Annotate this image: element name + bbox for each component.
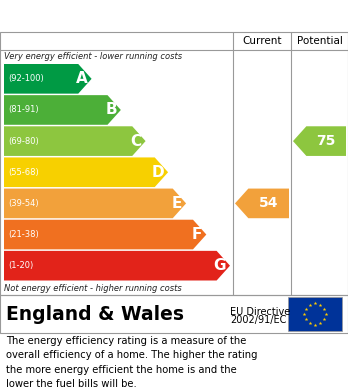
Text: (92-100): (92-100) — [8, 74, 44, 83]
Text: EU Directive: EU Directive — [230, 307, 290, 317]
Text: Current: Current — [242, 36, 282, 46]
Text: Potential: Potential — [296, 36, 342, 46]
Polygon shape — [293, 126, 346, 156]
Text: C: C — [130, 134, 142, 149]
Polygon shape — [4, 251, 230, 280]
Text: G: G — [213, 258, 226, 273]
Text: (55-68): (55-68) — [8, 168, 39, 177]
Text: (21-38): (21-38) — [8, 230, 39, 239]
Text: (1-20): (1-20) — [8, 261, 33, 270]
Text: Very energy efficient - lower running costs: Very energy efficient - lower running co… — [4, 52, 182, 61]
Bar — [288, 297, 342, 331]
Text: D: D — [151, 165, 164, 180]
Text: E: E — [172, 196, 182, 211]
Text: Energy Efficiency Rating: Energy Efficiency Rating — [9, 9, 219, 23]
Text: Not energy efficient - higher running costs: Not energy efficient - higher running co… — [4, 284, 182, 293]
Polygon shape — [4, 220, 206, 249]
Text: (69-80): (69-80) — [8, 136, 39, 145]
Polygon shape — [4, 95, 121, 125]
Text: 75: 75 — [316, 134, 336, 148]
Text: 54: 54 — [259, 196, 278, 210]
Polygon shape — [4, 64, 92, 93]
Text: (39-54): (39-54) — [8, 199, 39, 208]
Polygon shape — [4, 126, 145, 156]
Text: B: B — [105, 102, 117, 117]
Text: (81-91): (81-91) — [8, 106, 39, 115]
Text: A: A — [76, 71, 88, 86]
Text: 2002/91/EC: 2002/91/EC — [230, 315, 286, 325]
Polygon shape — [4, 188, 186, 218]
Polygon shape — [4, 158, 168, 187]
Polygon shape — [235, 188, 289, 218]
Text: The energy efficiency rating is a measure of the
overall efficiency of a home. T: The energy efficiency rating is a measur… — [6, 336, 258, 389]
Text: F: F — [192, 227, 202, 242]
Text: England & Wales: England & Wales — [6, 305, 184, 323]
